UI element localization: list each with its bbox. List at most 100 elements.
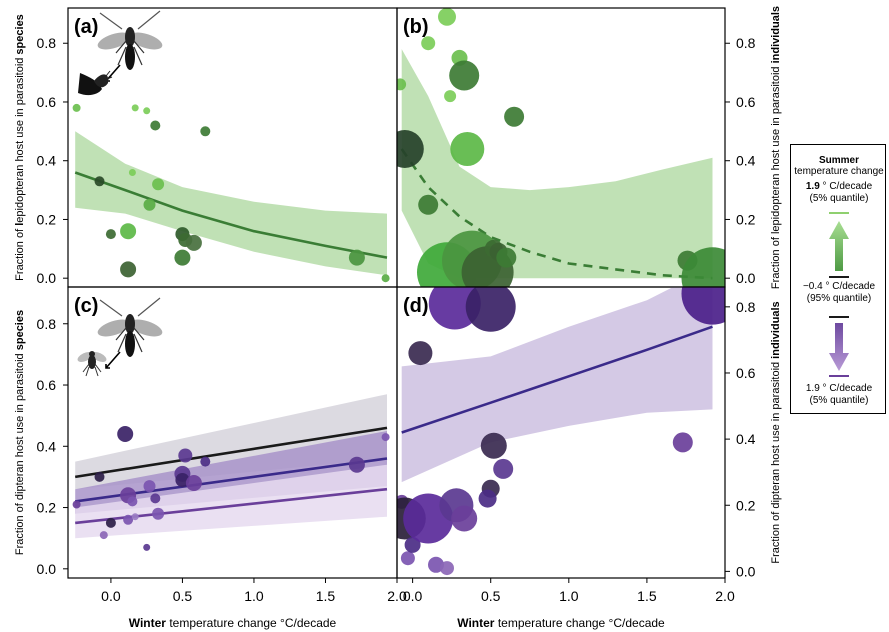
panel-label: (c): [74, 295, 98, 317]
x-axis-label-rest: temperature change °C/decade: [166, 616, 337, 630]
data-point: [480, 432, 507, 459]
data-point: [465, 287, 516, 332]
data-point: [128, 169, 136, 176]
y-tick-label: 0.2: [736, 497, 756, 513]
data-point: [123, 514, 134, 525]
data-point: [504, 106, 525, 127]
data-point: [451, 505, 478, 532]
data-point: [150, 120, 161, 131]
wasp-legs: [115, 40, 145, 66]
y-tick-label: 0.4: [37, 153, 57, 169]
data-point: [438, 8, 456, 26]
panel-a: (a) 0.0 0.2 0.4 0.6 0.8 Fraction of lepidopter…: [14, 7, 398, 288]
y-axis-label: Fraction of dipteran host use in parasit…: [770, 301, 782, 563]
y-tick-label: 0.6: [37, 94, 57, 110]
legend-top-number: 1.9: [805, 181, 820, 192]
data-point: [400, 551, 415, 566]
data-point: [408, 341, 433, 366]
wasp-thorax: [125, 314, 135, 334]
data-point: [397, 78, 407, 91]
y-tick-label: 0.2: [37, 500, 57, 516]
x-axis-label: Winter temperature change °C/decade: [457, 616, 665, 630]
fit-line: [74, 426, 388, 479]
x-tick-label: 1.0: [559, 588, 579, 604]
y-tick-label: 0.2: [37, 211, 57, 227]
legend-mid-number: −0.4: [802, 281, 823, 292]
fit-line: [401, 325, 713, 434]
y-axis-label-part: individuals: [770, 301, 782, 358]
legend-top-quantile: (5% quantile): [809, 193, 869, 204]
y-axis-label-part: epidopteran host use in parasitoid: [14, 55, 26, 223]
x-tick-label: 2.0: [387, 588, 407, 604]
x-tick-label: 1.5: [316, 588, 336, 604]
data-point: [185, 475, 202, 491]
y-tick-label: 0.6: [736, 365, 756, 381]
legend-title: Summer: [818, 155, 859, 166]
y-tick-label: 0.4: [736, 431, 756, 447]
legend-bottom-value: 1.9 ° C/decade: [791, 383, 887, 394]
data-point: [143, 480, 156, 493]
y-tick-label: 0.0: [37, 561, 57, 577]
data-point: [200, 126, 211, 137]
wasp-thorax: [125, 27, 135, 47]
y-axis-label-part: Fraction of dipteran host use in parasit…: [770, 359, 782, 564]
arrow-icon: [105, 351, 121, 369]
data-point: [105, 229, 116, 240]
panel-d: (d) 0.0 0.2 0.4 0.6 0.8 0.0 0.5 1.0 1.5 2.0 Winter …: [396, 286, 782, 630]
moth-antennae: [101, 70, 113, 82]
data-point: [99, 531, 108, 540]
wasp-wing-right: [129, 319, 163, 337]
data-point: [404, 536, 421, 553]
y-tick-label: 0.2: [736, 211, 756, 227]
data-point: [131, 513, 139, 521]
fly-legs: [82, 363, 102, 377]
y-tick-label: 0.0: [736, 563, 756, 579]
data-point: [450, 132, 485, 166]
y-tick-label: 0.0: [736, 270, 756, 286]
wasp-antennae: [99, 10, 161, 30]
wasp-wing-right: [129, 32, 163, 50]
y-axis-label-part: Fraction of dipteran host use in parasit…: [14, 350, 26, 555]
legend-mid-quantile: (95% quantile): [806, 293, 872, 304]
data-point: [117, 426, 134, 442]
y-axis-label: Fraction of dipteran host use in parasit…: [14, 310, 26, 555]
moth-icon: [78, 70, 113, 96]
wasp-wing-left: [97, 319, 131, 337]
data-point: [681, 287, 725, 325]
y-axis-label-part: l: [14, 223, 26, 226]
wasp-abdomen: [125, 331, 135, 357]
x-axis-label-bold: Winter: [129, 616, 167, 630]
x-tick-label: 2.0: [715, 588, 735, 604]
wasp-wing-left: [97, 32, 131, 50]
legend-bottom-unit: ° C/decade: [819, 383, 873, 394]
legend-subtitle: temperature change: [794, 166, 884, 177]
confidence-band: [75, 131, 387, 276]
data-point: [152, 178, 165, 191]
data-point: [440, 561, 454, 576]
panel-label: (b): [403, 16, 429, 38]
confidence-band: [75, 431, 387, 514]
data-point: [185, 234, 202, 251]
x-axis-label-bold: Winter: [457, 616, 495, 630]
data-point: [672, 432, 693, 453]
confidence-band: [75, 464, 387, 539]
y-tick-label: 0.4: [37, 438, 57, 454]
data-point: [72, 103, 81, 112]
fly-icon: [77, 351, 107, 377]
data-point: [449, 60, 480, 91]
legend-bottom-quantile: (5% quantile): [809, 395, 869, 406]
wasp-legs: [115, 327, 145, 353]
legend-top-unit: ° C/decade: [819, 181, 873, 192]
panel-label: (d): [403, 295, 429, 317]
y-tick-label: 0.8: [736, 35, 756, 51]
data-point: [152, 507, 165, 520]
y-tick-label: 0.8: [37, 35, 57, 51]
legend-mid-unit: ° C/decade: [822, 281, 876, 292]
data-point: [493, 458, 514, 479]
plot-area: [397, 287, 725, 576]
confidence-band: [401, 49, 713, 279]
y-tick-label: 0.6: [736, 94, 756, 110]
data-point: [150, 493, 161, 504]
legend-arrows: [829, 212, 849, 377]
